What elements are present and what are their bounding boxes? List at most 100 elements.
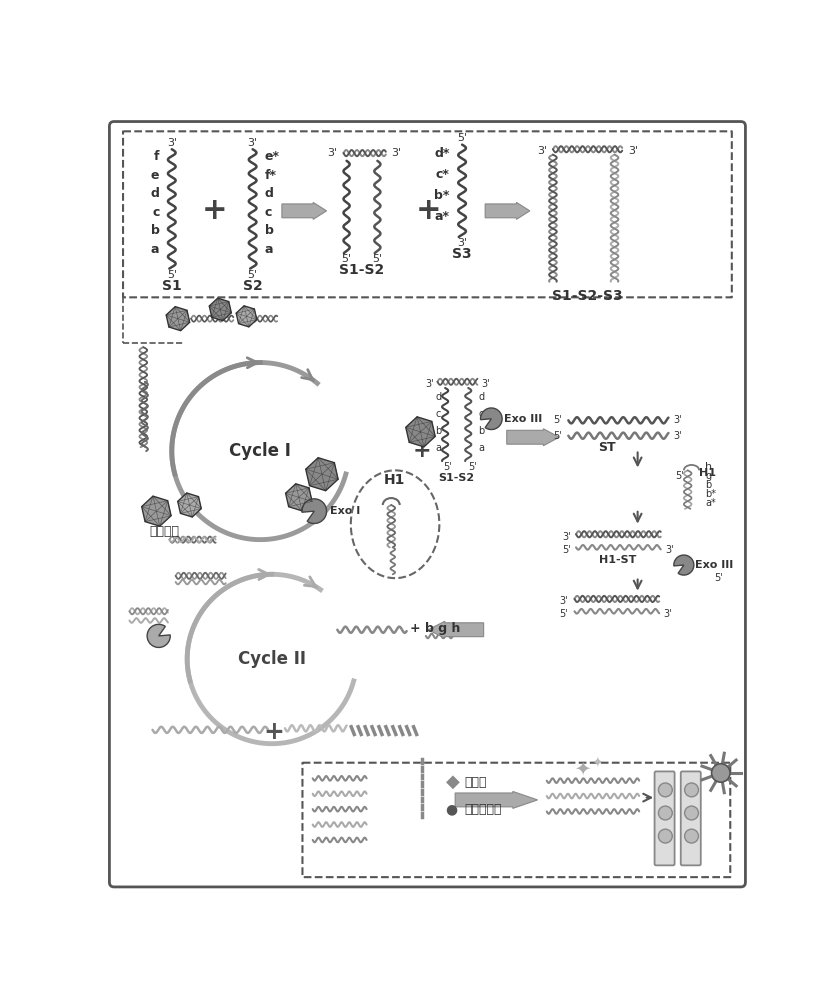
Text: d: d — [265, 187, 274, 200]
Text: 3': 3' — [673, 431, 681, 441]
Circle shape — [711, 764, 730, 782]
Text: 3': 3' — [248, 138, 258, 148]
Text: 氯化血红素: 氯化血红素 — [465, 803, 502, 816]
Text: a: a — [435, 443, 441, 453]
Text: 3': 3' — [391, 148, 401, 158]
Polygon shape — [406, 417, 435, 447]
Text: Cycle II: Cycle II — [238, 650, 306, 668]
Text: 5': 5' — [554, 431, 562, 441]
Circle shape — [685, 783, 698, 797]
Text: ✦: ✦ — [592, 757, 604, 771]
Text: 3': 3' — [666, 545, 674, 555]
Circle shape — [658, 783, 672, 797]
Text: c: c — [152, 206, 159, 219]
Wedge shape — [674, 555, 694, 575]
Text: h: h — [706, 462, 712, 472]
Text: d: d — [478, 392, 485, 402]
Wedge shape — [147, 624, 170, 647]
FancyArrow shape — [507, 429, 559, 446]
Polygon shape — [209, 298, 231, 321]
Text: 5': 5' — [167, 270, 177, 280]
Text: +: + — [264, 720, 284, 744]
Wedge shape — [302, 499, 327, 523]
Text: S2: S2 — [243, 279, 263, 293]
Text: +: + — [415, 196, 441, 225]
Wedge shape — [480, 408, 502, 430]
Text: Exo III: Exo III — [504, 414, 542, 424]
Text: a*: a* — [435, 210, 450, 223]
Text: S3: S3 — [452, 247, 472, 261]
Text: 5': 5' — [457, 133, 467, 143]
Text: H1-ST: H1-ST — [599, 555, 636, 565]
Text: Exo I: Exo I — [329, 506, 360, 516]
Polygon shape — [178, 493, 201, 517]
Text: a: a — [478, 443, 485, 453]
Text: 3': 3' — [560, 596, 568, 606]
Text: 5': 5' — [372, 254, 383, 264]
Text: 3': 3' — [457, 238, 467, 248]
Text: e: e — [151, 169, 159, 182]
Text: c: c — [478, 409, 484, 419]
Text: Exo III: Exo III — [696, 560, 734, 570]
Text: b: b — [435, 426, 441, 436]
Text: ST: ST — [598, 441, 615, 454]
FancyBboxPatch shape — [109, 122, 746, 887]
Text: 3': 3' — [537, 146, 548, 156]
Text: +: + — [201, 196, 227, 225]
Text: b: b — [478, 426, 485, 436]
Text: 3': 3' — [327, 148, 337, 158]
Text: 3': 3' — [628, 146, 639, 156]
Text: 5': 5' — [715, 573, 723, 583]
Polygon shape — [142, 496, 171, 526]
Text: 5': 5' — [675, 471, 684, 481]
Text: 5': 5' — [560, 609, 568, 619]
Text: S1-S2-S3: S1-S2-S3 — [552, 289, 623, 303]
Text: ✦: ✦ — [574, 760, 590, 779]
Text: 3': 3' — [425, 379, 434, 389]
FancyBboxPatch shape — [303, 763, 731, 877]
Polygon shape — [166, 307, 189, 331]
Polygon shape — [285, 484, 312, 511]
Text: 5': 5' — [468, 462, 476, 472]
FancyArrow shape — [485, 202, 530, 219]
Text: b*: b* — [435, 189, 450, 202]
Text: b: b — [265, 224, 274, 237]
Text: d*: d* — [435, 147, 450, 160]
FancyBboxPatch shape — [655, 771, 675, 865]
Text: 5': 5' — [562, 545, 570, 555]
FancyArrow shape — [428, 621, 484, 638]
Text: f*: f* — [265, 169, 277, 182]
Text: S1-S2: S1-S2 — [339, 263, 384, 277]
Text: 3': 3' — [673, 415, 681, 425]
Text: 3': 3' — [167, 138, 177, 148]
Text: 5': 5' — [554, 415, 562, 425]
Text: H1: H1 — [699, 468, 716, 478]
Text: a: a — [265, 243, 274, 256]
Text: 3': 3' — [562, 532, 570, 542]
Text: +: + — [413, 441, 431, 461]
Text: c: c — [436, 409, 441, 419]
Text: S1-S2: S1-S2 — [439, 473, 475, 483]
Text: Cycle I: Cycle I — [229, 442, 291, 460]
Text: c*: c* — [436, 168, 450, 181]
Polygon shape — [306, 458, 338, 491]
Text: b*: b* — [706, 489, 716, 499]
Text: c: c — [265, 206, 273, 219]
FancyBboxPatch shape — [681, 771, 701, 865]
Circle shape — [685, 829, 698, 843]
Text: H1: H1 — [384, 473, 405, 487]
Text: + b g h: + b g h — [410, 622, 461, 635]
Text: S1: S1 — [162, 279, 182, 293]
Text: a*: a* — [706, 498, 716, 508]
Text: g: g — [706, 471, 711, 481]
FancyArrow shape — [282, 202, 327, 219]
Text: 5': 5' — [443, 462, 452, 472]
Text: f: f — [154, 150, 159, 163]
Polygon shape — [236, 306, 257, 327]
Text: 3': 3' — [663, 609, 671, 619]
Text: 5': 5' — [248, 270, 258, 280]
Circle shape — [685, 806, 698, 820]
Text: b: b — [151, 224, 159, 237]
Circle shape — [658, 829, 672, 843]
Circle shape — [658, 806, 672, 820]
